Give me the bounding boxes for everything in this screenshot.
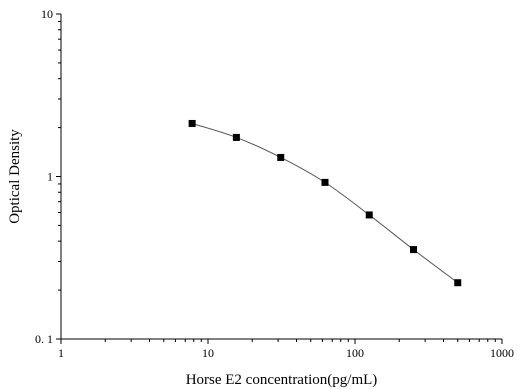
fit-curve	[191, 122, 459, 284]
y-tick-label: 0. 1	[35, 332, 53, 346]
y-tick-label: 1	[47, 170, 53, 184]
x-ticks: 1 10 100 1000	[58, 339, 514, 360]
data-points	[188, 119, 462, 287]
x-tick-label: 1000	[490, 346, 514, 360]
axes	[60, 14, 502, 340]
x-tick-label: 10	[202, 346, 214, 360]
y-axis-title: Optical Density	[7, 129, 23, 224]
data-point	[409, 246, 417, 254]
data-point	[365, 211, 373, 219]
x-axis-title: Horse E2 concentration(pg/mL)	[186, 372, 378, 388]
y-ticks: 0. 1 1 10	[35, 7, 61, 346]
data-point	[277, 153, 285, 161]
y-tick-label: 10	[41, 7, 53, 21]
x-tick-label: 100	[346, 346, 364, 360]
x-tick-label: 1	[58, 346, 64, 360]
data-point	[188, 119, 196, 127]
data-point	[454, 279, 462, 287]
data-point	[321, 178, 329, 186]
data-point	[232, 133, 240, 141]
